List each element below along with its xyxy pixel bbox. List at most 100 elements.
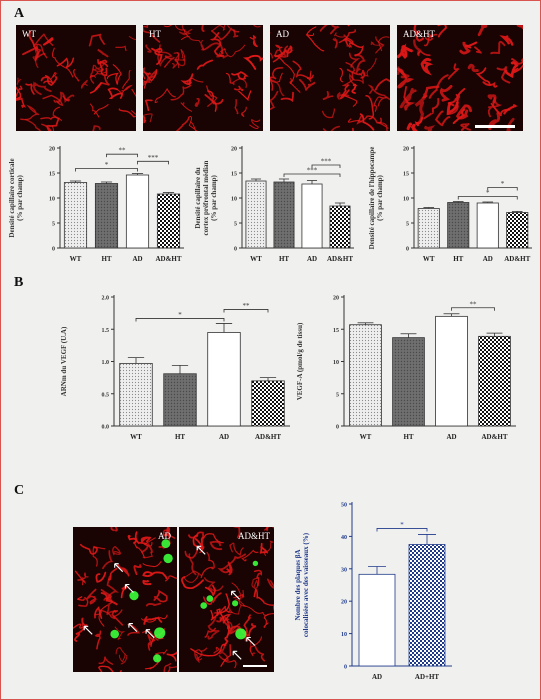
- vessel-segment: [188, 36, 205, 51]
- vessel-segment: [344, 36, 354, 48]
- vessel-segment: [367, 84, 390, 101]
- x-tick-label: AD: [483, 255, 493, 263]
- y-axis-label: Densité capillaire du: [194, 167, 202, 228]
- vessel-segment: [218, 645, 229, 662]
- vessel-segment: [263, 540, 274, 557]
- vessel-segment: [223, 658, 237, 669]
- vessel-segment: [127, 534, 138, 544]
- bar: [329, 205, 351, 249]
- vessel-segment: [446, 92, 461, 116]
- vessel-segment: [144, 99, 153, 112]
- vessel-segment: [51, 47, 74, 78]
- vessel-segment: [118, 108, 136, 118]
- vessel-segment: [490, 40, 506, 55]
- vessel-segment: [201, 25, 205, 32]
- vessel-segment: [322, 90, 334, 101]
- vessel-segment: [213, 646, 221, 654]
- y-tick-label: 0.5: [102, 392, 110, 398]
- vessel-segment: [280, 91, 294, 103]
- x-tick-label: AD: [446, 433, 456, 441]
- vessel-segment: [506, 117, 515, 131]
- significance-bracket: [311, 164, 341, 168]
- vessel-segment: [211, 25, 231, 32]
- vessel-segment: [188, 116, 198, 131]
- vessel-segment: [243, 605, 269, 616]
- vessel-segment: [223, 44, 246, 58]
- vessel-segment: [62, 95, 70, 102]
- vessel-segment: [270, 79, 285, 97]
- vessel-segment: [43, 74, 54, 85]
- vessel-segment: [157, 44, 173, 67]
- vessel-segment: [356, 115, 382, 125]
- vessel-segment: [220, 644, 231, 667]
- x-tick-label: HT: [279, 255, 289, 263]
- y-axis-label: cortex préfrontal médian: [202, 160, 210, 235]
- vessel-segment: [270, 90, 279, 111]
- vessel-segment: [133, 564, 142, 576]
- vessel-segment: [140, 615, 157, 623]
- vessel-segment: [272, 44, 285, 63]
- micrograph-label-c-ad: AD: [158, 531, 171, 541]
- vessel-segment: [482, 81, 498, 88]
- chart-plaque-colocalization: 0 10 20 30 40 50 Nombre des plaques βA colocali…: [294, 502, 452, 681]
- vessel-segment: [51, 126, 54, 131]
- x-tick-label: HT: [101, 255, 111, 263]
- vessel-segment: [133, 542, 146, 559]
- x-tick-label: HT: [403, 433, 413, 441]
- micrograph-label-ht: HT: [149, 29, 161, 39]
- y-axis-label: (% par champ): [210, 174, 218, 220]
- vessel-segment: [100, 588, 112, 598]
- bar: [125, 174, 150, 249]
- micrograph-label-wt: WT: [22, 29, 36, 39]
- vessel-segment: [423, 97, 440, 120]
- vessel-segment: [184, 548, 199, 559]
- vessel-segment: [40, 116, 59, 121]
- vessel-segment: [223, 625, 231, 647]
- tissue-background: [397, 25, 523, 131]
- bar: [349, 324, 382, 427]
- vessel-segment: [423, 33, 438, 47]
- y-axis-label: (% par champ): [376, 174, 384, 220]
- vessel-segment: [397, 67, 408, 80]
- vessel-segment: [207, 616, 220, 640]
- vessel-segment: [305, 26, 317, 37]
- vessel-segment: [267, 578, 274, 589]
- bar: [207, 332, 241, 427]
- y-tick-label: 0: [344, 665, 347, 671]
- vessel-segment: [74, 624, 88, 642]
- vessel-segment: [170, 84, 192, 101]
- scale-bar: [243, 665, 267, 667]
- vessel-segment: [40, 76, 58, 87]
- vessel-segment: [341, 62, 356, 87]
- y-tick-label: 10: [341, 632, 347, 638]
- vessel-segment: [165, 575, 177, 582]
- vessel-segment: [343, 38, 364, 56]
- arrow-icon: [124, 583, 134, 593]
- vessel-segment: [142, 630, 159, 641]
- vessel-segment: [32, 33, 54, 59]
- vessel-segment: [397, 77, 415, 89]
- vessel-segment: [143, 25, 161, 43]
- vessel-segment: [25, 83, 35, 95]
- significance-bracket: [376, 528, 428, 532]
- x-tick-label: AD: [307, 255, 317, 263]
- vessel-segment: [77, 596, 85, 601]
- amyloid-plaque: [161, 539, 171, 549]
- vessel-segment: [370, 41, 383, 46]
- amyloid-plaque: [154, 627, 166, 639]
- x-tick-label: AD&HT: [327, 255, 353, 263]
- micrograph-c-ad-ht: AD&HT: [179, 527, 274, 672]
- y-tick-label: 10: [333, 360, 339, 366]
- bar: [119, 363, 153, 427]
- vessel-segment: [92, 125, 101, 131]
- vessel-segment: [92, 545, 106, 567]
- vessel-segment: [219, 613, 232, 624]
- arrow-icon: [246, 636, 256, 646]
- vessel-segment: [56, 57, 75, 69]
- vessel-segment: [150, 627, 166, 648]
- y-tick-label: 0: [336, 425, 339, 431]
- vessel-segment: [81, 572, 89, 586]
- tissue-background: [179, 527, 274, 672]
- significance-label: ***: [148, 154, 159, 162]
- bar: [63, 182, 88, 249]
